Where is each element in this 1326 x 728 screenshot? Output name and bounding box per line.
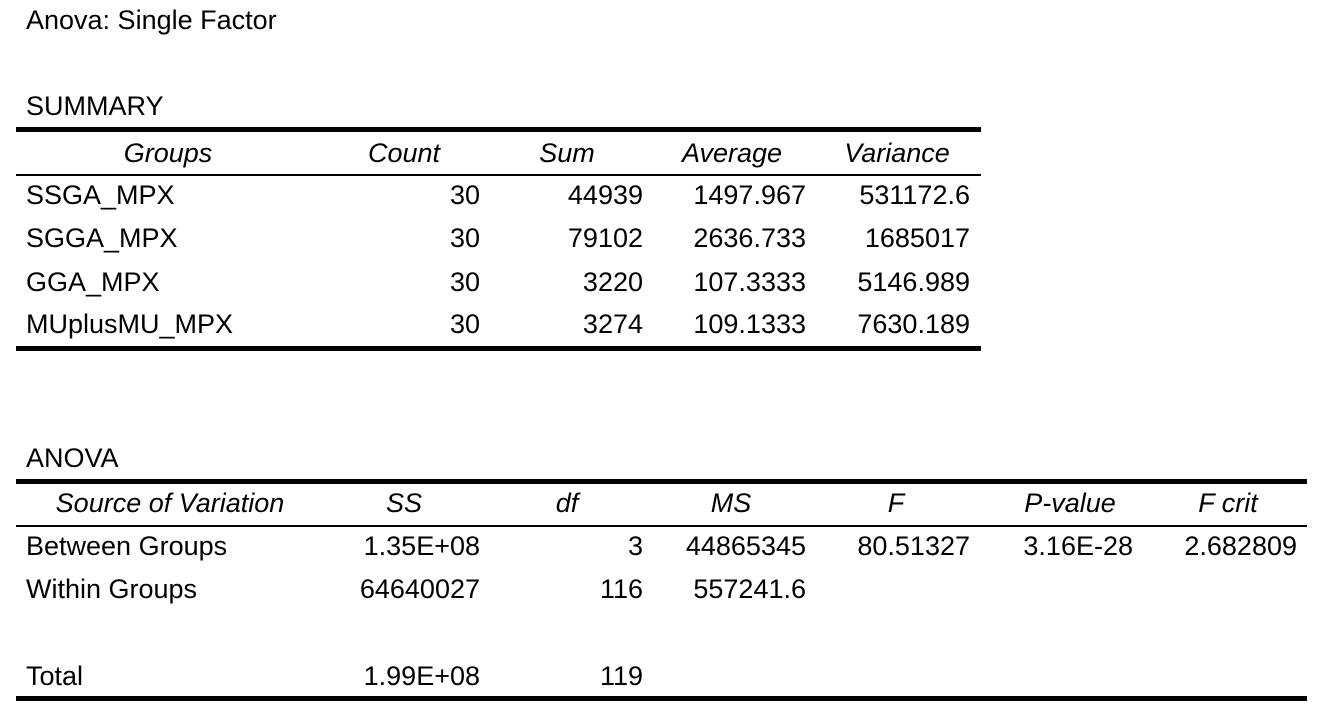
header-cell: SS (386, 488, 422, 518)
cell: 2636.733 (693, 223, 806, 253)
cell: 3220 (583, 267, 643, 297)
cell: 44865345 (686, 531, 806, 561)
header-cell: Groups (124, 138, 213, 168)
cell: 80.51327 (857, 531, 970, 561)
rule (16, 174, 981, 176)
row-label: MUplusMU_MPX (26, 309, 233, 339)
rule (16, 127, 981, 132)
summary-label: SUMMARY (26, 91, 164, 121)
header-cell: Source of Variation (56, 488, 285, 518)
cell: 2.682809 (1184, 531, 1297, 561)
cell: 5146.989 (857, 267, 970, 297)
header-cell: MS (711, 488, 752, 518)
header-cell: Variance (844, 138, 950, 168)
cell: 3 (628, 531, 643, 561)
row-label: Within Groups (26, 574, 197, 604)
rule (16, 479, 1307, 484)
cell: 557241.6 (693, 574, 806, 604)
cell: 44939 (568, 180, 643, 210)
anova-label: ANOVA (26, 443, 119, 473)
cell: 7630.189 (857, 309, 970, 339)
cell: 79102 (568, 223, 643, 253)
rule (16, 525, 1307, 527)
header-cell: Average (680, 138, 782, 168)
cell: 3.16E-28 (1023, 531, 1133, 561)
header-cell: Sum (539, 138, 595, 168)
cell: 1685017 (865, 223, 970, 253)
row-label: SGGA_MPX (26, 223, 178, 253)
cell: 3274 (583, 309, 643, 339)
cell: 531172.6 (859, 180, 970, 210)
rule (16, 346, 981, 351)
cell: 30 (450, 309, 480, 339)
row-label: GGA_MPX (26, 267, 160, 297)
cell: 116 (600, 574, 643, 604)
cell: 30 (450, 223, 480, 253)
row-label: Total (26, 661, 83, 691)
cell: 30 (450, 267, 480, 297)
cell: 1.99E+08 (364, 661, 480, 691)
row-label: Between Groups (26, 531, 227, 561)
rule (16, 696, 1307, 701)
cell: 119 (600, 661, 643, 691)
row-label: SSGA_MPX (26, 180, 175, 210)
cell: 107.3333 (693, 267, 806, 297)
cell: 109.1333 (693, 309, 806, 339)
cell: 1.35E+08 (364, 531, 480, 561)
cell: 1497.967 (693, 180, 806, 210)
cell: 30 (450, 180, 480, 210)
cell: 64640027 (360, 574, 480, 604)
header-cell: P-value (1024, 488, 1116, 518)
title: Anova: Single Factor (26, 5, 277, 35)
header-cell: df (556, 488, 581, 518)
header-cell: F crit (1198, 488, 1259, 518)
header-cell: F (888, 488, 906, 518)
header-cell: Count (368, 138, 442, 168)
